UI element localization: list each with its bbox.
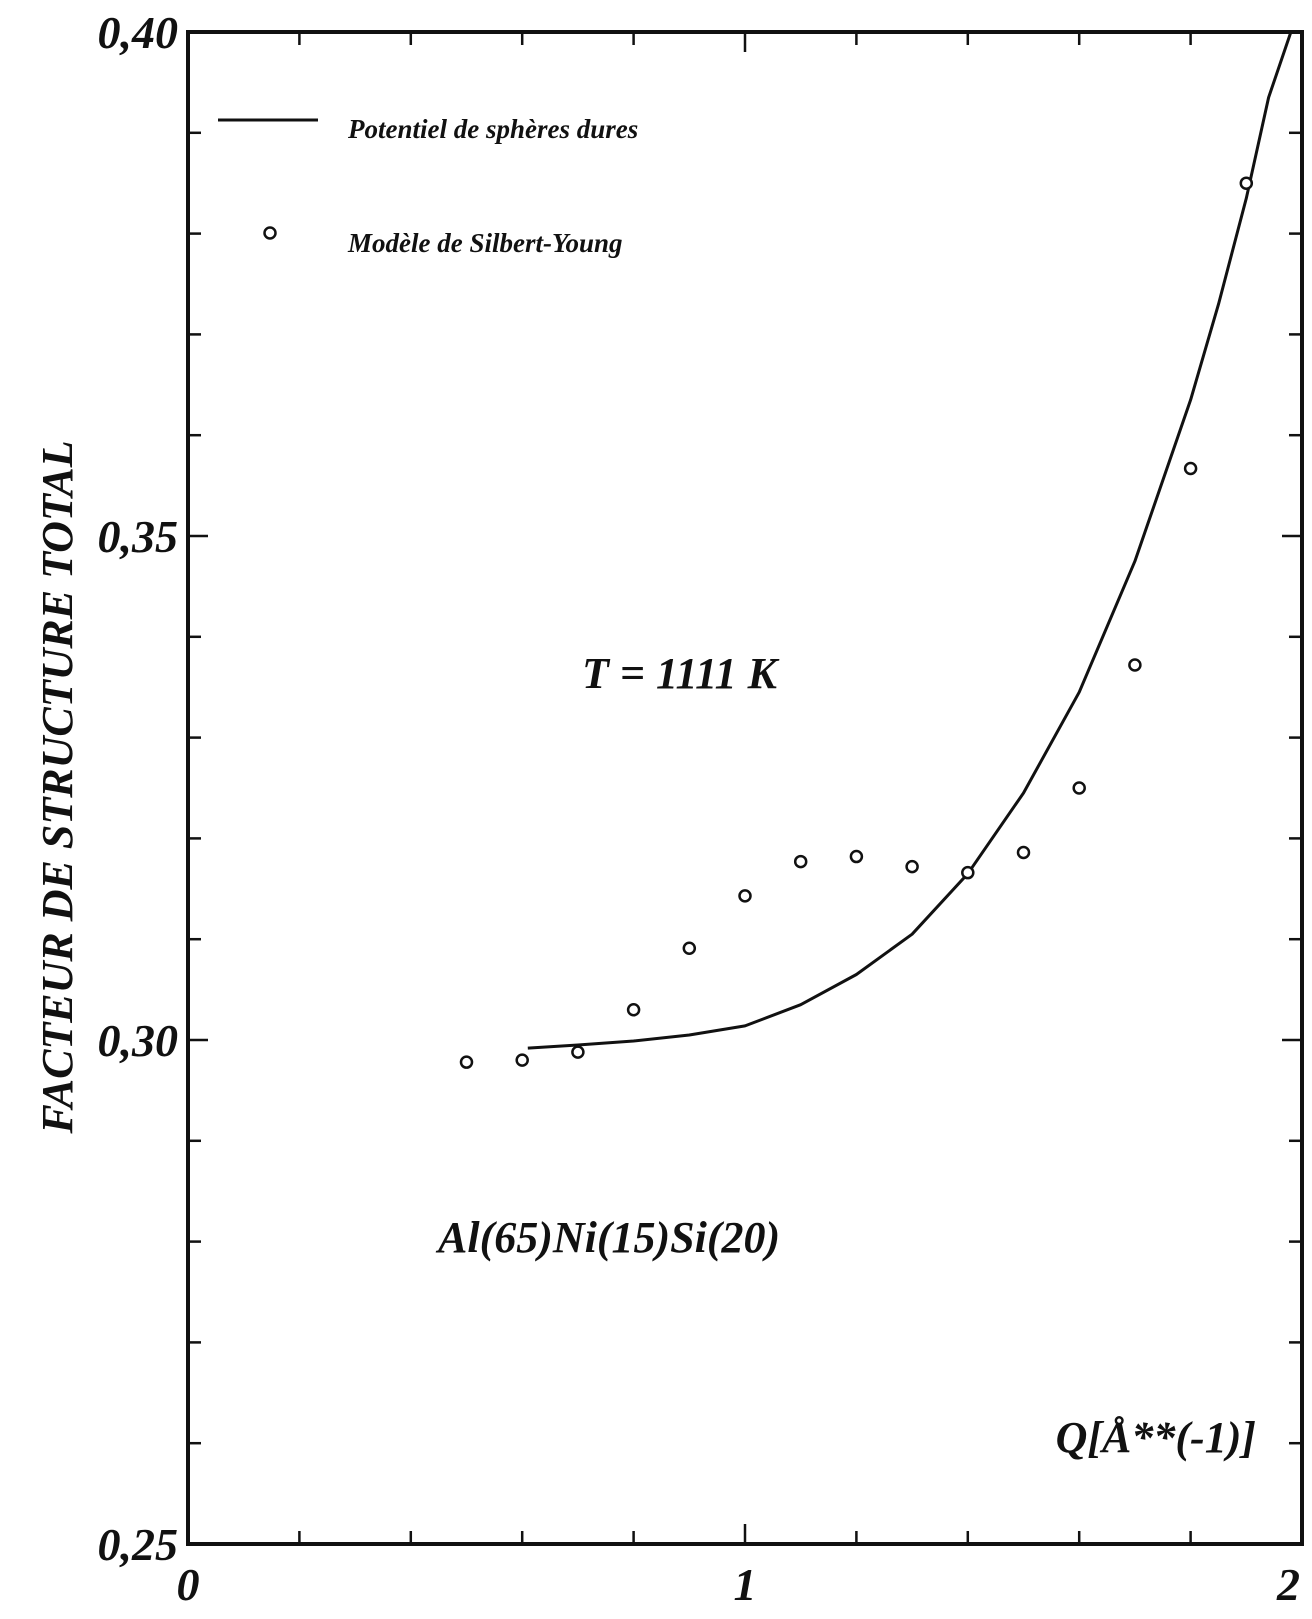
y-tick-label: 0,35 [98,511,179,562]
data-point-silbert-young [459,1055,474,1069]
legend-label-line-series: Potentiel de sphères dures [347,114,638,144]
annotation-alloy: Al(65)Ni(15)Si(20) [435,1213,780,1262]
data-point-silbert-young [571,1045,585,1059]
legend-label-marker-series: Modèle de Silbert-Young [347,228,623,258]
series-line-hard-spheres [527,31,1293,1050]
data-point-silbert-young [738,889,752,903]
data-point-silbert-young [1183,461,1198,476]
data-point-silbert-young [1072,781,1086,795]
data-point-silbert-young [515,1053,529,1067]
data-point-silbert-young [1239,176,1254,190]
axis-ticks [186,30,1304,1546]
x-tick-label: 2 [1276,1559,1300,1610]
data-point-silbert-young [849,849,864,864]
y-tick-label: 0,25 [98,1519,179,1570]
series-group [459,31,1293,1069]
y-tick-label: 0,40 [98,7,179,58]
x-tick-label: 0 [177,1559,200,1610]
data-point-silbert-young [961,865,975,880]
x-axis-label: Q[Å**(-1)] [1056,1413,1256,1462]
data-point-silbert-young [1016,845,1031,860]
x-tick-label: 1 [734,1559,757,1610]
annotation-temperature: T = 1111 K [582,649,780,698]
tick-labels: 0 1 2 0,25 0,30 0,35 0,40 [98,7,1301,1610]
legend-marker-swatch [263,226,277,240]
legend: Potentiel de sphères dures Modèle de Sil… [218,114,638,258]
y-tick-label: 0,30 [98,1015,179,1066]
data-point-silbert-young [682,941,697,956]
data-point-silbert-young [1128,658,1142,672]
y-axis-label: FACTEUR DE STRUCTURE TOTAL [33,440,82,1134]
plot-frame [186,30,1304,1546]
data-point-silbert-young [793,854,808,869]
data-point-silbert-young [905,859,919,874]
data-point-silbert-young [626,1003,641,1017]
